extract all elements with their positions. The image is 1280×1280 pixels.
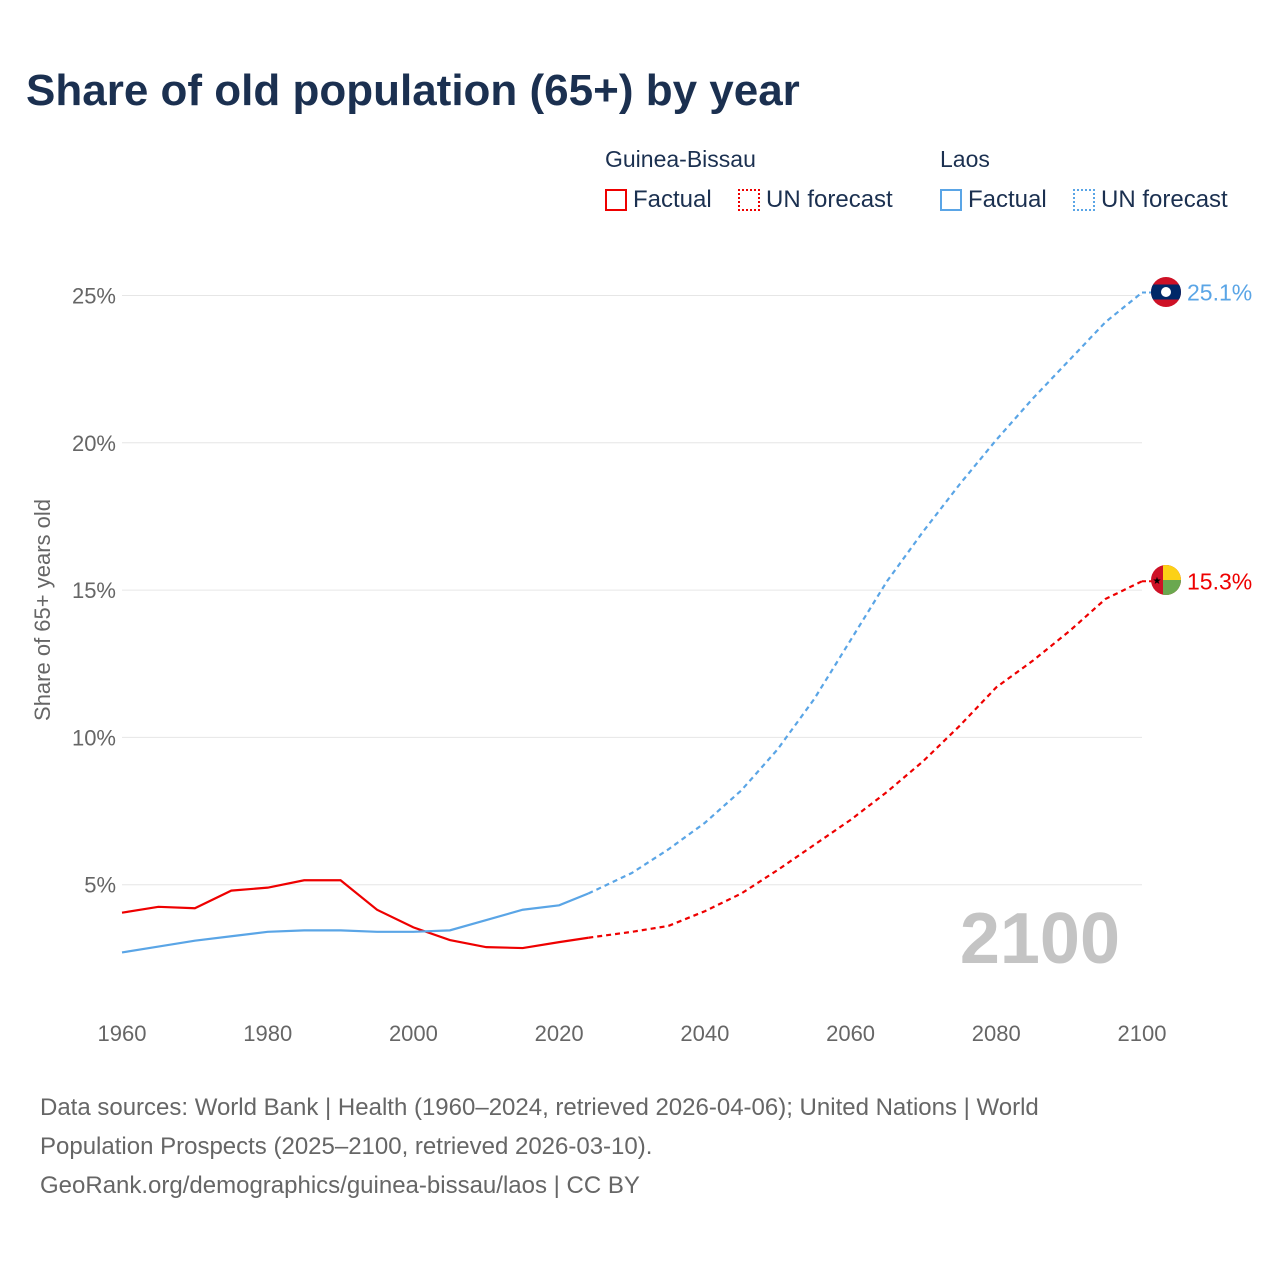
y-tick-label: 20% [72, 431, 116, 456]
y-tick-label: 5% [84, 873, 116, 898]
y-tick-label: 10% [72, 725, 116, 750]
legend-laos-factual[interactable]: Factual [940, 186, 1047, 214]
x-tick-label: 2060 [826, 1021, 875, 1046]
y-tick-label: 15% [72, 578, 116, 603]
year-watermark: 2100 [960, 899, 1120, 979]
legend-title-guinea-bissau: Guinea-Bissau [605, 146, 756, 172]
legend-title-laos: Laos [940, 146, 990, 172]
solid-swatch-icon [940, 189, 962, 211]
x-tick-label: 2100 [1118, 1021, 1167, 1046]
chart-title: Share of old population (65+) by year [26, 66, 800, 115]
y-axis-label: Share of 65+ years old [30, 499, 55, 721]
legend-label: Factual [633, 186, 712, 213]
legend-gb-forecast[interactable]: UN forecast [738, 186, 893, 214]
x-tick-label: 2020 [535, 1021, 584, 1046]
end-value-label: 15.3% [1187, 568, 1252, 594]
legend-label: UN forecast [1101, 186, 1228, 213]
guinea-bissau-factual-line [121, 879, 589, 950]
x-tick-label: 2080 [972, 1021, 1021, 1046]
end-value-label: 25.1% [1187, 280, 1252, 306]
x-tick-label: 2040 [680, 1021, 729, 1046]
laos-factual-line [121, 892, 589, 954]
x-tick-label: 1980 [243, 1021, 292, 1046]
legend-label: UN forecast [766, 186, 893, 213]
y-tick-label: 25% [72, 284, 116, 309]
footer-sources-cont: Population Prospects (2025–2100, retriev… [40, 1133, 653, 1160]
legend-label: Factual [968, 186, 1047, 213]
dotted-swatch-icon [1073, 189, 1095, 211]
laos-forecast-line [587, 291, 1143, 895]
x-tick-label: 2000 [389, 1021, 438, 1046]
laos-flag-icon [1151, 277, 1181, 307]
footer-link[interactable]: GeoRank.org/demographics/guinea-bissau/l… [40, 1172, 640, 1199]
footer: Data sources: World Bank | Health (1960–… [40, 1088, 1240, 1205]
footer-sources: Data sources: World Bank | Health (1960–… [40, 1094, 1039, 1121]
guinea-bissau-flag-icon: ★ [1151, 565, 1181, 595]
dotted-swatch-icon [738, 189, 760, 211]
solid-swatch-icon [605, 189, 627, 211]
guinea-bissau-forecast-line [588, 580, 1143, 939]
x-tick-label: 1960 [98, 1021, 147, 1046]
legend-laos-forecast[interactable]: UN forecast [1073, 186, 1228, 214]
legend-gb-factual[interactable]: Factual [605, 186, 712, 214]
svg-text:★: ★ [1153, 576, 1162, 587]
